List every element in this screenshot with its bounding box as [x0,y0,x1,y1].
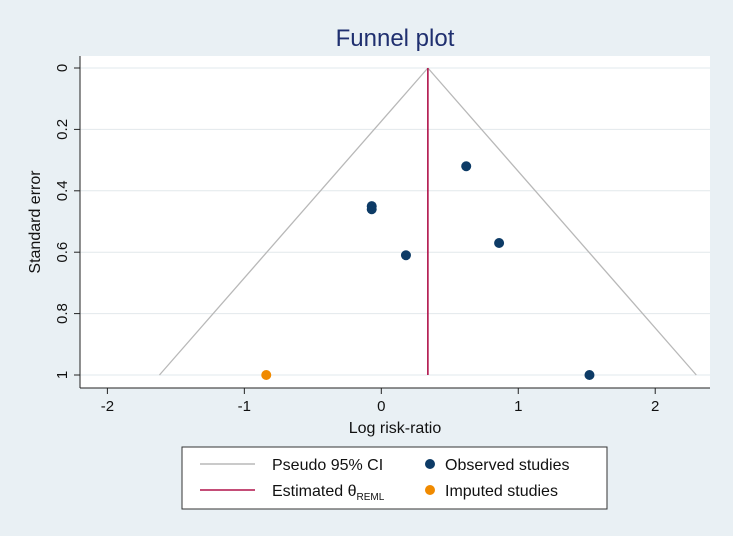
pseudo-ci-left-line [158,67,429,376]
x-tick-label-4: 2 [651,398,659,415]
axes-layer: 0 0.2 0.4 0.6 0.8 1 -2 -1 0 1 2 [54,56,710,415]
y-tick-label-2: 0.4 [54,180,71,201]
x-axis-title: Log risk-ratio [349,420,442,437]
plot-area [80,56,710,388]
legend-label-subscript: REML [356,492,384,503]
observed-study-point-0 [461,161,472,172]
points-layer [261,161,595,380]
chart-title: Funnel plot [336,25,455,52]
legend-label-0: Pseudo 95% CI [272,457,383,474]
y-tick-label-3: 0.6 [54,242,71,263]
observed-study-point-5 [584,370,595,380]
x-tick-label-2: 0 [377,398,385,415]
x-tick-label-1: -1 [238,398,251,415]
pseudo-ci-right-line [427,67,697,376]
imputed-study-point-0 [261,370,272,380]
y-tick-label-0: 0 [54,64,71,72]
grid-layer [80,67,710,376]
y-tick-label-4: 0.8 [54,303,71,324]
legend-label-1: Observed studies [445,457,570,474]
x-tick-label-3: 1 [514,398,522,415]
pseudo-ci-layer [158,67,697,376]
y-tick-label-1: 0.2 [54,119,71,140]
observed-study-point-3 [494,237,505,248]
x-tick-label-0: -2 [101,398,114,415]
observed-study-point-2 [366,204,377,215]
legend-box [181,446,608,510]
observed-study-point-4 [400,250,411,261]
legend-swatch-1 [425,459,435,469]
legend-label-3: Imputed studies [445,483,558,500]
legend-swatch-3 [425,485,435,495]
y-tick-label-5: 1 [54,371,71,379]
y-axis-title: Standard error [27,170,44,274]
